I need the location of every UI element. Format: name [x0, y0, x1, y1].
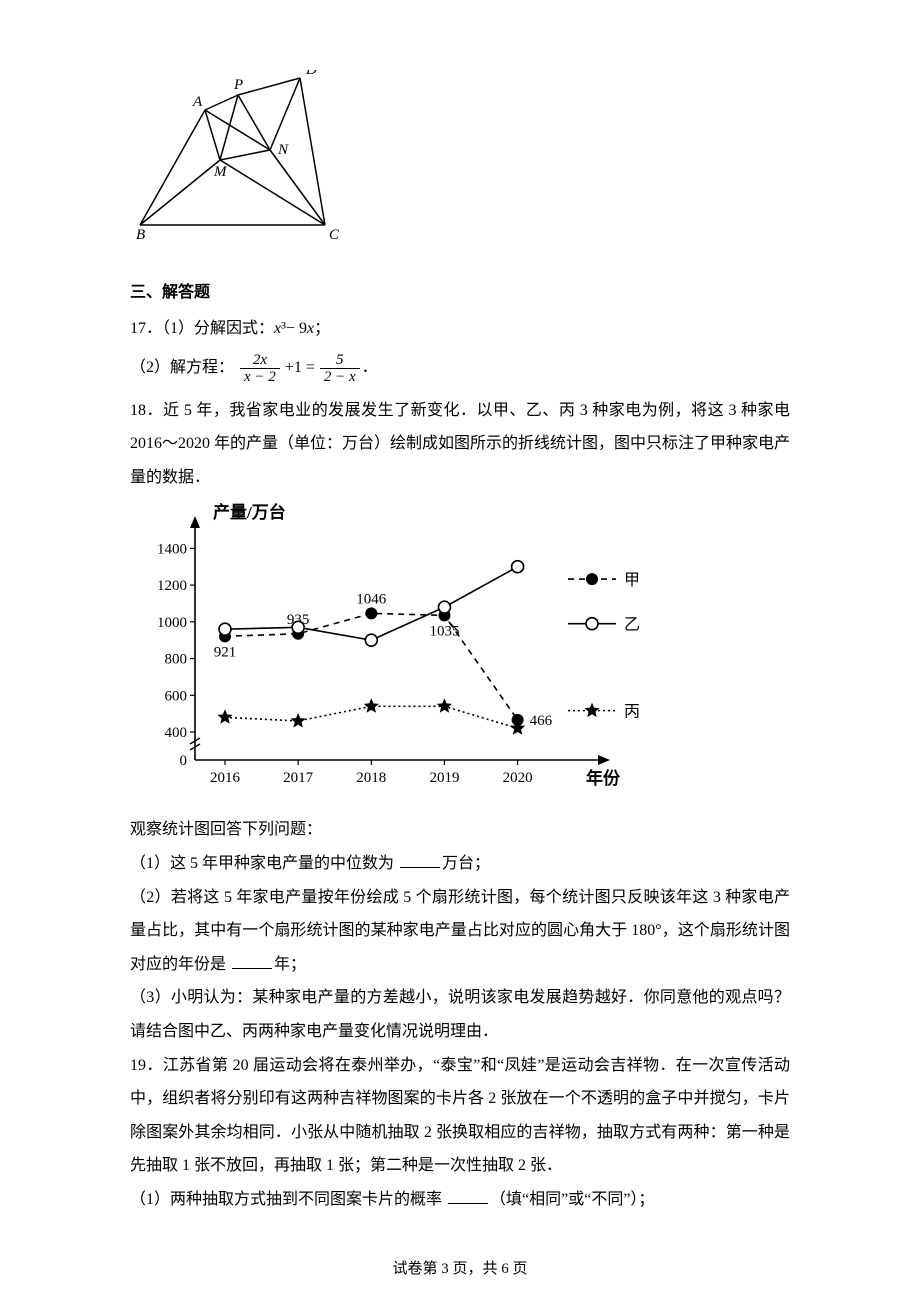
svg-text:产量/万台: 产量/万台 [213, 502, 286, 522]
frac-right-num: 5 [332, 352, 348, 369]
chart-svg: 0 400 600 800 1000 1200 1400 2016 2017 2018 2019 20… [130, 500, 690, 800]
svg-text:1400: 1400 [157, 542, 187, 558]
q17-line1-prefix: 17．（1）分解因式： [130, 320, 274, 337]
q17-middle: +1 = [285, 357, 315, 379]
svg-text:乙: 乙 [624, 617, 640, 634]
svg-text:N: N [277, 142, 289, 158]
q19-p1-before: （1）两种抽取方式抽到不同图案卡片的概率 [130, 1191, 446, 1208]
section-3-heading: 三、解答题 [130, 278, 790, 302]
svg-text:甲: 甲 [624, 572, 640, 589]
svg-text:P: P [233, 77, 243, 93]
production-chart: 0 400 600 800 1000 1200 1400 2016 2017 2018 2019 20… [130, 500, 790, 805]
svg-text:丙: 丙 [624, 704, 640, 721]
q17-frac-left: 2x x − 2 [240, 352, 280, 386]
svg-text:2019: 2019 [429, 770, 459, 786]
svg-text:2018: 2018 [356, 770, 386, 786]
q18-intro: 18．近 5 年，我省家电业的发展发生了新变化．以甲、乙、丙 3 种家电为例，将… [130, 394, 790, 495]
svg-text:466: 466 [530, 713, 553, 729]
q17-line1-expr: x³− 9x； [274, 320, 330, 337]
svg-text:800: 800 [165, 652, 188, 668]
svg-text:年份: 年份 [586, 768, 621, 788]
q18-p1: （1）这 5 年甲种家电产量的中位数为 万台； [130, 847, 790, 881]
svg-text:2016: 2016 [210, 770, 241, 786]
blank-median [400, 851, 440, 868]
svg-text:M: M [213, 164, 228, 180]
q17-tail: ． [362, 357, 378, 379]
q17-line2: （2）解方程： 2x x − 2 +1 = 5 2 − x ． [130, 352, 790, 386]
frac-right-den: 2 − x [320, 368, 360, 386]
svg-text:0: 0 [180, 753, 188, 769]
frac-left-num: 2x [249, 352, 271, 369]
q17-frac-right: 5 2 − x [320, 352, 360, 386]
svg-text:1046: 1046 [356, 592, 387, 608]
svg-text:2020: 2020 [503, 770, 533, 786]
svg-text:400: 400 [165, 725, 188, 741]
q17-line1: 17．（1）分解因式：x³− 9x； [130, 312, 790, 346]
svg-text:921: 921 [214, 645, 237, 661]
blank-prob [448, 1187, 488, 1204]
q19-p1: （1）两种抽取方式抽到不同图案卡片的概率 （填“相同”或“不同”）； [130, 1183, 790, 1217]
geometry-figure: B C A D P M N [130, 70, 790, 250]
q18-p2: （2）若将这 5 年家电产量按年份绘成 5 个扇形统计图，每个统计图只反映该年这… [130, 881, 790, 982]
q19-p1-after: （填“相同”或“不同”）； [490, 1191, 654, 1208]
svg-text:B: B [136, 227, 145, 243]
q18-p2-after: 年； [274, 956, 306, 973]
geometry-svg: B C A D P M N [130, 70, 350, 245]
svg-text:1035: 1035 [429, 624, 459, 640]
page-footer: 试卷第 3 页，共 6 页 [0, 1257, 920, 1278]
q18-observe: 观察统计图回答下列问题： [130, 813, 790, 847]
q18-p2-text: （2）若将这 5 年家电产量按年份绘成 5 个扇形统计图，每个统计图只反映该年这… [130, 889, 790, 973]
svg-text:1200: 1200 [157, 578, 187, 594]
blank-year [232, 952, 272, 969]
q18-p1-before: （1）这 5 年甲种家电产量的中位数为 [130, 855, 398, 872]
svg-text:C: C [329, 227, 340, 243]
svg-text:2017: 2017 [283, 770, 314, 786]
q17-line2-prefix: （2）解方程： [130, 357, 234, 379]
frac-left-den: x − 2 [240, 368, 280, 386]
q19-intro: 19．江苏省第 20 届运动会将在泰州举办，“泰宝”和“凤娃”是运动会吉祥物．在… [130, 1049, 790, 1183]
svg-text:600: 600 [165, 689, 188, 705]
svg-text:1000: 1000 [157, 615, 187, 631]
q18-p3: （3）小明认为：某种家电产量的方差越小，说明该家电发展趋势越好．你同意他的观点吗… [130, 981, 790, 1048]
svg-text:A: A [192, 94, 203, 110]
svg-text:D: D [305, 70, 317, 78]
q18-p1-after: 万台； [442, 855, 490, 872]
